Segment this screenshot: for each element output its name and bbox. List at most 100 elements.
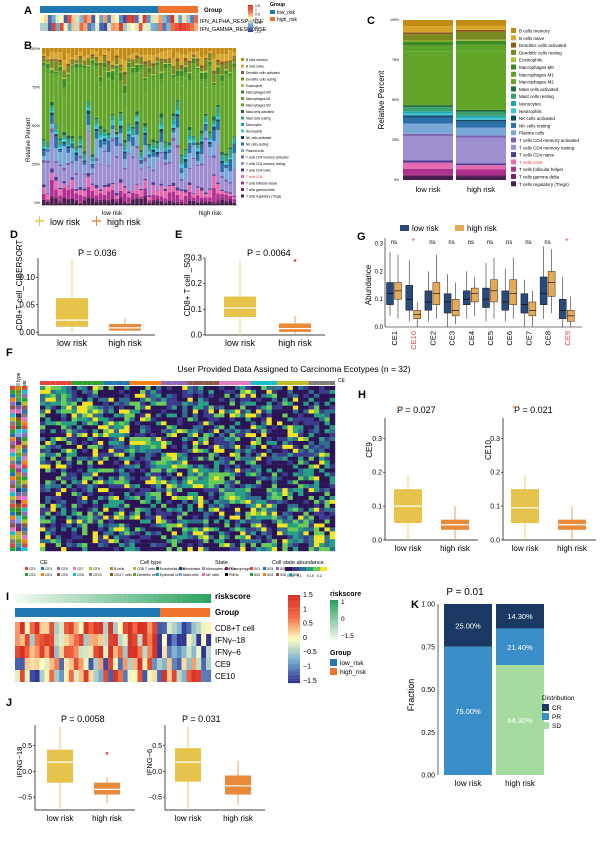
- f-cell: [124, 527, 129, 531]
- f-side-annotation: [22, 417, 28, 421]
- b-bar-segment: [50, 129, 54, 133]
- b-bar-segment: [220, 157, 224, 160]
- f-cell: [156, 410, 161, 414]
- f-cell: [98, 441, 103, 445]
- f-cell: [72, 472, 77, 476]
- f-cell: [103, 414, 108, 418]
- i-riskscore-cell: [35, 594, 40, 603]
- b-bar-segment: [180, 189, 184, 191]
- f-cell: [203, 390, 208, 394]
- b-bar-segment: [95, 118, 99, 119]
- b-bar-segment: [220, 194, 224, 198]
- f-top-ce-cell: [235, 381, 240, 385]
- f-cell: [45, 465, 50, 469]
- b-bar-segment: [212, 116, 216, 120]
- b-bar-segment: [164, 71, 168, 141]
- f-cell: [93, 453, 98, 457]
- f-cell: [166, 461, 171, 465]
- f-cell: [51, 425, 56, 429]
- f-cell: [193, 429, 198, 433]
- f-cell: [51, 414, 56, 418]
- f-cell: [267, 390, 272, 394]
- f-cell: [156, 527, 161, 531]
- f-cell: [98, 524, 103, 528]
- f-ce-swatch: [41, 567, 44, 570]
- f-cell: [193, 531, 198, 535]
- f-cell: [224, 543, 229, 547]
- f-cell: [124, 520, 129, 524]
- f-cell: [93, 547, 98, 551]
- panel-b: B Relative Percent 100%75%50%25%0% low r…: [24, 40, 289, 217]
- b-legend-item: NK cells activated: [246, 136, 272, 140]
- b-bar-segment: [58, 150, 62, 152]
- b-bar-segment: [204, 125, 208, 131]
- f-cell: [288, 469, 293, 473]
- f-cell: [230, 535, 235, 539]
- c-bar-segment: [403, 117, 453, 123]
- b-bar-segment: [131, 133, 135, 135]
- f-cell: [51, 433, 56, 437]
- f-cell: [251, 492, 256, 496]
- f-cell: [230, 547, 235, 551]
- f-cell: [298, 441, 303, 445]
- b-bar-segment: [224, 166, 228, 168]
- f-cell: [82, 543, 87, 547]
- f-cell: [124, 500, 129, 504]
- b-legend-item: Macrophages M0: [246, 91, 271, 95]
- k-segment-label: 64.30%: [507, 716, 533, 725]
- b-bar-segment: [139, 164, 143, 168]
- f-cell: [324, 504, 329, 508]
- b-bar-segment: [58, 48, 62, 52]
- f-cell: [140, 531, 145, 535]
- f-cell: [66, 484, 71, 488]
- f-cell: [93, 480, 98, 484]
- b-bar-segment: [58, 152, 62, 164]
- b-bar-segment: [164, 148, 168, 151]
- b-bar-segment: [184, 58, 188, 61]
- f-cell: [172, 398, 177, 402]
- b-bar-segment: [103, 195, 107, 200]
- a-cell: [48, 15, 52, 23]
- i-riskscore-cell: [187, 594, 192, 603]
- i-cell: [138, 646, 143, 658]
- f-cell: [56, 488, 61, 492]
- f-side-annotation: [16, 441, 22, 445]
- f-cell: [66, 449, 71, 453]
- f-cell: [172, 527, 177, 531]
- i-row-1: CD8+T cell: [215, 624, 255, 633]
- f-cell: [293, 472, 298, 476]
- f-cell: [245, 390, 250, 394]
- f-side-annotation: [10, 445, 16, 449]
- ytick-label: 0.1: [191, 305, 203, 314]
- b-bar-segment: [188, 192, 192, 199]
- i-cell: [133, 634, 138, 646]
- f-cell: [145, 520, 150, 524]
- f-cell: [330, 527, 335, 531]
- i-cell: [74, 646, 79, 658]
- b-bar-segment: [164, 63, 168, 64]
- f-cell: [256, 453, 261, 457]
- f-cell: [114, 539, 119, 543]
- c-xlabel-low: low risk: [415, 185, 440, 194]
- f-cell: [82, 539, 87, 543]
- f-side-annotation: [16, 461, 22, 465]
- f-cell: [303, 461, 308, 465]
- f-cell: [119, 500, 124, 504]
- f-cell: [288, 394, 293, 398]
- f-cell: [98, 504, 103, 508]
- f-cell: [56, 414, 61, 418]
- b-bar-segment: [143, 180, 147, 188]
- b-bar-segment: [78, 156, 82, 159]
- f-cell: [182, 488, 187, 492]
- f-cell: [261, 496, 266, 500]
- a-cell: [76, 15, 80, 23]
- b-bar-segment: [54, 59, 58, 60]
- box: [94, 783, 120, 795]
- b-bar-segment: [46, 143, 50, 148]
- g-significance: ns: [468, 240, 474, 246]
- b-legend-item: Macrophages M2: [246, 104, 271, 108]
- i-scale-tick: 0: [303, 635, 307, 642]
- f-cell: [166, 449, 171, 453]
- f-top-ce-cell: [272, 381, 277, 385]
- b-bar-segment: [204, 114, 208, 116]
